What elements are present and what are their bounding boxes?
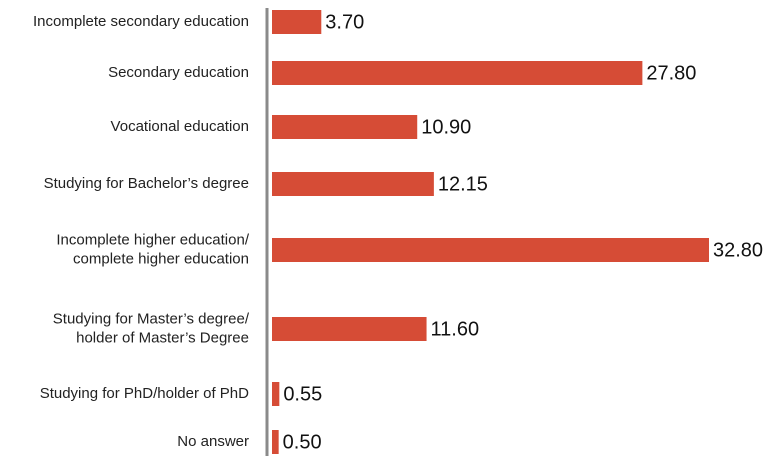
data-label: 0.50: [283, 431, 322, 453]
bar: [272, 382, 280, 406]
bar: [272, 430, 279, 454]
category-label: Studying for Bachelor’s degree: [44, 175, 249, 192]
category-label: Studying for PhD/holder of PhD: [40, 385, 249, 402]
category-label: Incomplete secondary education: [33, 13, 249, 30]
data-label: 11.60: [431, 318, 480, 340]
data-label: 32.80: [713, 239, 763, 261]
bar: [272, 172, 434, 196]
bar: [272, 10, 322, 34]
data-label: 0.55: [283, 383, 322, 405]
data-label: 12.15: [438, 173, 488, 195]
category-label: Secondary education: [108, 64, 249, 81]
bar: [272, 61, 643, 85]
bar: [272, 115, 418, 139]
bar: [272, 317, 427, 341]
data-label: 27.80: [646, 62, 696, 84]
data-label: 3.70: [325, 11, 364, 33]
category-label: Incomplete higher education/complete hig…: [56, 231, 249, 267]
category-label: Studying for Master’s degree/holder of M…: [53, 310, 250, 346]
category-label: Vocational education: [111, 118, 249, 135]
bar: [272, 238, 709, 262]
category-label: No answer: [177, 433, 249, 450]
data-label: 10.90: [421, 116, 471, 138]
